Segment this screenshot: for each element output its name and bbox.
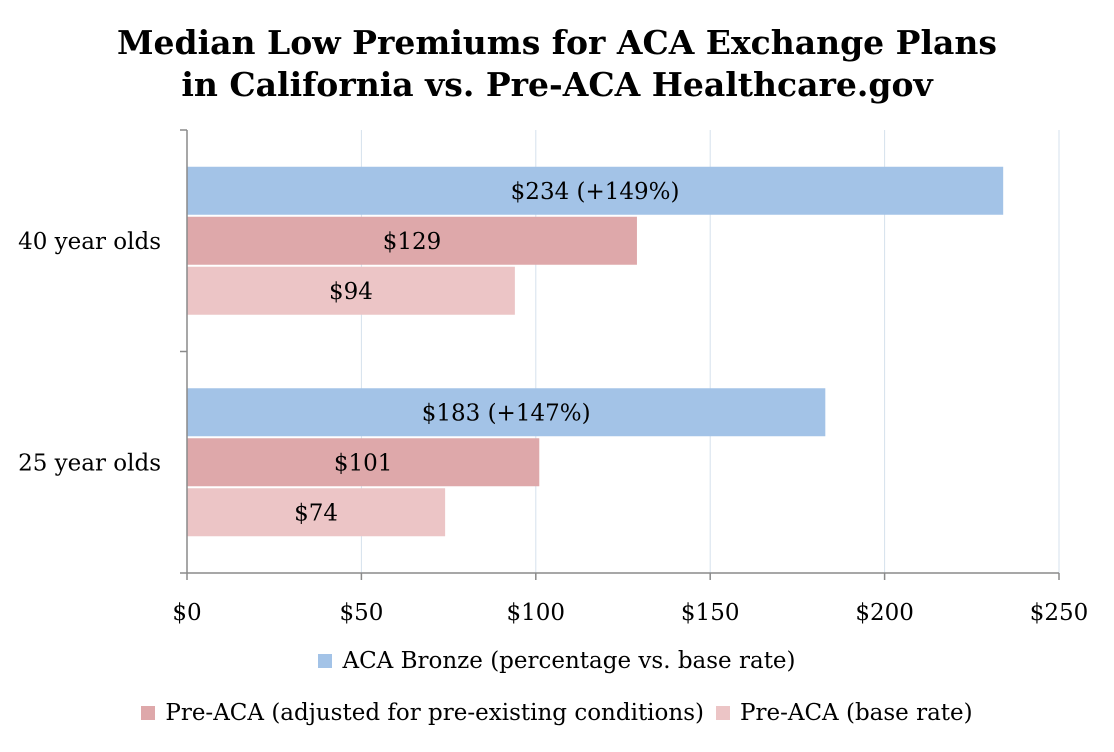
bar: [187, 216, 637, 265]
bar: [187, 166, 1004, 215]
legend-label-pre-aca-base: Pre-ACA (base rate): [739, 700, 973, 726]
chart-title-line2: in California vs. Pre-ACA Healthcare.gov: [181, 65, 933, 104]
bar: [187, 488, 446, 537]
x-tick-label: $150: [681, 600, 740, 626]
legend-swatch-pre-aca-base: [715, 706, 730, 720]
data-label: $94: [329, 279, 373, 305]
x-tick-label: $50: [339, 600, 383, 626]
legend-swatch-aca-bronze: [318, 654, 333, 668]
legend-label-pre-aca-adjusted: Pre-ACA (adjusted for pre-existing condi…: [165, 700, 704, 726]
category-label: 25 year olds: [18, 450, 161, 476]
x-tick-label: $100: [507, 600, 566, 626]
data-label: $234 (+149%): [511, 179, 680, 205]
bar: [187, 438, 540, 487]
chart-title-line1: Median Low Premiums for ACA Exchange Pla…: [117, 23, 997, 62]
bar: [187, 266, 515, 315]
legend-row-2: Pre-ACA (adjusted for pre-existing condi…: [0, 700, 1114, 726]
legend-item-pre-aca-adjusted: Pre-ACA (adjusted for pre-existing condi…: [141, 700, 704, 726]
bar-chart: $234 (+149%) $129 $94 40 year olds $183 (+14…: [18, 129, 1089, 626]
bar: [187, 388, 826, 437]
x-tick-label: $0: [172, 600, 201, 626]
x-tick-label: $250: [1030, 600, 1089, 626]
legend-item-aca-bronze: ACA Bronze (percentage vs. base rate): [318, 648, 796, 674]
x-tick-label: $200: [855, 600, 914, 626]
legend-row-1: ACA Bronze (percentage vs. base rate): [0, 648, 1114, 674]
legend-label-aca-bronze: ACA Bronze (percentage vs. base rate): [342, 648, 796, 674]
category-label: 40 year olds: [18, 229, 161, 255]
data-label: $74: [294, 500, 338, 526]
legend-item-pre-aca-base: Pre-ACA (base rate): [715, 700, 973, 726]
data-label: $183 (+147%): [422, 400, 591, 426]
data-label: $101: [334, 450, 393, 476]
data-label: $129: [383, 229, 442, 255]
chart-title: Median Low Premiums for ACA Exchange Pla…: [0, 22, 1114, 106]
legend-swatch-pre-aca-adjusted: [141, 706, 156, 720]
